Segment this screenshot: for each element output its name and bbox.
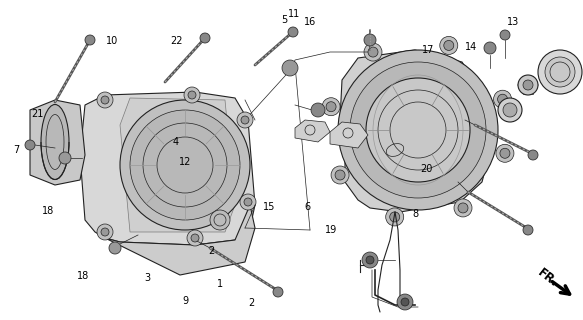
- Text: 9: 9: [182, 296, 188, 306]
- Circle shape: [335, 170, 345, 180]
- Circle shape: [401, 298, 409, 306]
- Circle shape: [109, 242, 121, 254]
- Polygon shape: [295, 120, 330, 142]
- Circle shape: [523, 225, 533, 235]
- Text: 13: 13: [507, 17, 519, 27]
- Text: 14: 14: [465, 42, 477, 52]
- Circle shape: [497, 94, 508, 104]
- Circle shape: [496, 144, 514, 162]
- Circle shape: [389, 212, 400, 222]
- Text: 1: 1: [217, 279, 223, 289]
- Polygon shape: [80, 92, 255, 245]
- Text: FR.: FR.: [535, 266, 561, 290]
- Text: 5: 5: [281, 15, 287, 25]
- Circle shape: [458, 203, 468, 213]
- Circle shape: [364, 43, 382, 61]
- Ellipse shape: [538, 50, 582, 94]
- Circle shape: [85, 35, 95, 45]
- Polygon shape: [120, 98, 235, 232]
- Circle shape: [282, 60, 298, 76]
- Circle shape: [454, 199, 472, 217]
- Text: 10: 10: [106, 36, 119, 46]
- Circle shape: [184, 87, 200, 103]
- Circle shape: [241, 116, 249, 124]
- Text: 2: 2: [249, 298, 255, 308]
- Circle shape: [322, 98, 340, 116]
- Text: 8: 8: [412, 209, 418, 219]
- Circle shape: [331, 166, 349, 184]
- Text: 18: 18: [76, 271, 89, 281]
- Circle shape: [120, 100, 250, 230]
- Circle shape: [338, 50, 498, 210]
- Text: 7: 7: [13, 145, 19, 155]
- Circle shape: [97, 92, 113, 108]
- Text: 16: 16: [304, 17, 317, 27]
- Circle shape: [484, 42, 496, 54]
- Circle shape: [440, 36, 458, 54]
- Circle shape: [528, 150, 538, 160]
- Circle shape: [101, 228, 109, 236]
- Polygon shape: [105, 205, 255, 275]
- Text: 21: 21: [31, 108, 44, 119]
- Text: 3: 3: [145, 273, 150, 283]
- Circle shape: [523, 80, 533, 90]
- Circle shape: [350, 62, 486, 198]
- Polygon shape: [30, 100, 85, 185]
- Circle shape: [500, 148, 510, 158]
- Circle shape: [386, 208, 403, 226]
- Ellipse shape: [545, 57, 575, 87]
- Circle shape: [25, 140, 35, 150]
- Text: 18: 18: [41, 205, 54, 216]
- Text: 12: 12: [179, 156, 192, 167]
- Circle shape: [498, 98, 522, 122]
- Circle shape: [368, 47, 378, 57]
- Circle shape: [500, 30, 510, 40]
- Circle shape: [59, 152, 71, 164]
- Ellipse shape: [41, 105, 69, 180]
- Text: 11: 11: [288, 9, 301, 20]
- Circle shape: [494, 90, 511, 108]
- Circle shape: [518, 75, 538, 95]
- Circle shape: [130, 110, 240, 220]
- Circle shape: [397, 294, 413, 310]
- Circle shape: [364, 34, 376, 46]
- Circle shape: [97, 224, 113, 240]
- Circle shape: [366, 256, 374, 264]
- Text: 4: 4: [173, 137, 179, 148]
- Polygon shape: [340, 50, 490, 212]
- Text: 17: 17: [422, 44, 435, 55]
- Circle shape: [311, 103, 325, 117]
- Circle shape: [244, 198, 252, 206]
- Circle shape: [503, 103, 517, 117]
- Circle shape: [366, 78, 470, 182]
- Circle shape: [200, 33, 210, 43]
- Circle shape: [101, 96, 109, 104]
- Circle shape: [273, 287, 283, 297]
- Text: 22: 22: [170, 36, 182, 46]
- Circle shape: [326, 102, 336, 112]
- Text: 6: 6: [305, 202, 311, 212]
- Circle shape: [362, 252, 378, 268]
- Circle shape: [237, 112, 253, 128]
- Text: 19: 19: [325, 225, 338, 235]
- Circle shape: [188, 91, 196, 99]
- Circle shape: [444, 40, 454, 51]
- Circle shape: [240, 194, 256, 210]
- Circle shape: [191, 234, 199, 242]
- Polygon shape: [330, 122, 368, 148]
- Text: 15: 15: [263, 202, 276, 212]
- Circle shape: [288, 27, 298, 37]
- Circle shape: [210, 210, 230, 230]
- Text: 2: 2: [208, 246, 214, 256]
- Circle shape: [187, 230, 203, 246]
- Text: 20: 20: [420, 164, 433, 174]
